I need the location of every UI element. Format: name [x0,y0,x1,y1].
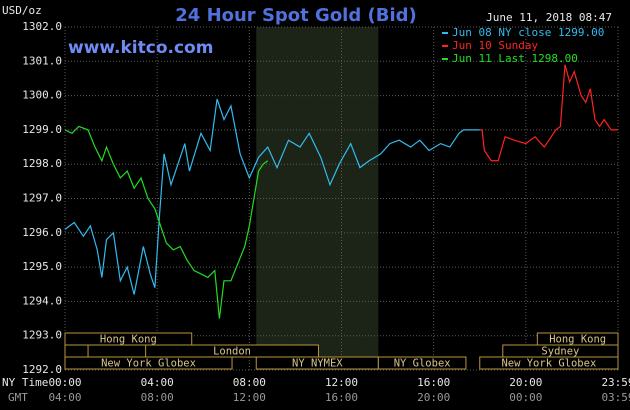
price-line [64,98,480,295]
x2-tick-label: 12:00 [233,391,266,404]
x2-tick-label: 08:00 [141,391,174,404]
x2-tick-label: 04:00 [48,391,81,404]
y-tick-label: 1298.0 [22,157,62,170]
session-box [64,332,193,346]
session-label: NY Globex [394,358,451,370]
y-axis-label: USD/oz [2,4,42,17]
y-tick-label: 1292.0 [22,363,62,376]
session-label: Hong Kong [549,334,606,346]
y-tick-label: 1295.0 [22,260,62,273]
session-box [479,356,619,370]
x-tick-label: 23:59 [601,376,630,389]
session-label: London [213,346,251,358]
session-label: Hong Kong [100,334,157,346]
y-tick-label: 1296.0 [22,226,62,239]
timestamp: June 11, 2018 08:47 [486,11,612,24]
y-tick-label: 1294.0 [22,294,62,307]
chart-title: 24 Hour Spot Gold (Bid) [175,5,416,26]
y-tick-label: 1293.0 [22,329,62,342]
session-box [64,356,233,370]
x-tick-label: 12:00 [325,376,358,389]
x2-tick-label: 20:00 [417,391,450,404]
x-axis-label: NY Time [2,376,48,389]
price-line [64,125,269,319]
x2-tick-label: 03:59 [601,391,630,404]
session-box [64,344,89,358]
y-tick-label: 1302.0 [22,20,62,33]
session-label: New York Globex [501,358,596,370]
x2-tick-label: 16:00 [325,391,358,404]
x2-axis-label: GMT [8,391,28,404]
x-tick-label: 20:00 [509,376,542,389]
session-box [377,356,467,370]
session-label: Sydney [541,346,579,358]
watermark: www.kitco.com [68,38,213,58]
x2-tick-label: 00:00 [509,391,542,404]
x-tick-label: 00:00 [48,376,81,389]
y-tick-label: 1301.0 [22,54,62,67]
legend-label: Jun 08 NY close 1299.00 [452,26,604,39]
legend-label: Jun 11 Last 1298.00 [452,52,578,65]
price-line [479,64,618,162]
x-tick-label: 08:00 [233,376,266,389]
y-tick-label: 1297.0 [22,192,62,205]
session-label: NY NYMEX [292,358,343,370]
x-tick-label: 16:00 [417,376,450,389]
x-tick-label: 04:00 [141,376,174,389]
legend-label: Jun 10 Sunday [452,39,538,52]
session-label: New York Globex [101,358,196,370]
y-tick-label: 1300.0 [22,89,62,102]
y-tick-label: 1299.0 [22,123,62,136]
